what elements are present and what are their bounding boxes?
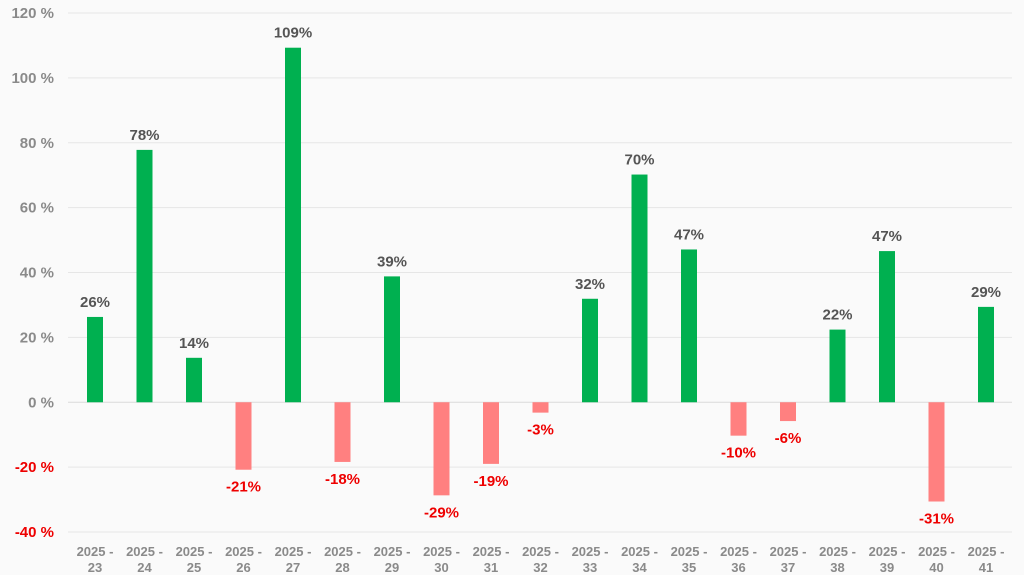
bar — [334, 402, 351, 462]
data-label: -21% — [226, 479, 261, 496]
y-tick-label: 20 % — [20, 329, 54, 346]
x-tick-label: 2025 - — [176, 544, 213, 559]
x-tick-label: 26 — [236, 560, 250, 575]
x-tick-label: 2025 - — [225, 544, 262, 559]
data-label: 22% — [822, 307, 852, 324]
bar — [186, 357, 202, 403]
data-label: -31% — [919, 511, 954, 528]
x-tick-label: 2025 - — [869, 544, 906, 559]
x-tick-label: 2025 - — [126, 544, 163, 559]
x-tick-label: 34 — [632, 560, 647, 575]
x-tick-label: 40 — [929, 560, 943, 575]
x-tick-label: 2025 - — [522, 544, 559, 559]
x-tick-label: 2025 - — [968, 544, 1005, 559]
x-tick-label: 37 — [781, 560, 795, 575]
x-tick-label: 35 — [682, 560, 696, 575]
y-tick-label: 120 % — [11, 5, 54, 22]
data-label: -19% — [473, 473, 508, 490]
bar — [136, 149, 153, 403]
x-tick-label: 2025 - — [671, 544, 708, 559]
x-tick-label: 2025 - — [473, 544, 510, 559]
bar — [384, 276, 400, 403]
x-tick-label: 2025 - — [77, 544, 114, 559]
bar — [978, 306, 994, 403]
y-tick-label: 60 % — [20, 200, 54, 217]
data-label: -29% — [424, 504, 459, 521]
x-tick-label: 33 — [583, 560, 597, 575]
y-tick-label: 100 % — [11, 70, 54, 87]
bar — [532, 402, 549, 413]
bar — [780, 402, 796, 422]
x-tick-label: 24 — [137, 560, 152, 575]
bars — [87, 47, 994, 502]
data-label: 14% — [179, 335, 209, 352]
y-tick-label: -40 % — [15, 524, 54, 541]
data-labels: 26% 78% 14% -21% 109% -18% 39% -29% -19% -3% 32% 70… — [80, 25, 1001, 528]
x-tick-label: 29 — [385, 560, 399, 575]
data-label: 109% — [274, 25, 312, 42]
bar — [285, 47, 301, 403]
data-label: 78% — [129, 127, 159, 144]
y-tick-label: -20 % — [15, 459, 54, 476]
data-label: -3% — [527, 422, 554, 439]
x-tick-label: 2025 - — [770, 544, 807, 559]
data-label: 26% — [80, 294, 110, 311]
x-tick-label: 32 — [533, 560, 547, 575]
x-tick-label: 2025 - — [720, 544, 757, 559]
x-tick-label: 2025 - — [918, 544, 955, 559]
x-tick-label: 39 — [880, 560, 894, 575]
x-tick-label: 31 — [484, 560, 498, 575]
bar — [483, 402, 499, 464]
bar — [879, 251, 895, 403]
x-tick-label: 25 — [187, 560, 201, 575]
y-tick-label: 80 % — [20, 135, 54, 152]
x-tick-label: 27 — [286, 560, 300, 575]
x-tick-label: 2025 - — [572, 544, 609, 559]
x-tick-label: 41 — [979, 560, 993, 575]
data-label: -18% — [325, 471, 360, 488]
y-tick-label: 0 % — [28, 394, 54, 411]
data-label: 70% — [624, 152, 654, 169]
x-tick-label: 2025 - — [374, 544, 411, 559]
x-tick-label: 28 — [335, 560, 349, 575]
bar — [433, 402, 450, 496]
x-tick-label: 2025 - — [275, 544, 312, 559]
data-label: 32% — [575, 276, 605, 293]
data-label: 47% — [872, 228, 902, 245]
x-tick-label: 2025 - — [324, 544, 361, 559]
data-label: 29% — [971, 284, 1001, 301]
bar — [87, 316, 103, 403]
x-tick-label: 30 — [434, 560, 448, 575]
bar — [928, 402, 945, 502]
data-label: 47% — [674, 226, 704, 243]
gridlines — [68, 12, 1012, 533]
bar — [235, 402, 252, 470]
data-label: -6% — [775, 430, 802, 447]
x-tick-label: 2025 - — [819, 544, 856, 559]
bar — [681, 249, 697, 403]
bar — [829, 329, 846, 403]
x-tick-label: 36 — [731, 560, 745, 575]
data-label: 39% — [377, 253, 407, 270]
y-tick-label: 40 % — [20, 265, 54, 282]
bar — [730, 402, 747, 436]
y-axis-ticks: 120 % 100 % 80 % 60 % 40 % 20 % 0 % -20 % -40 % — [11, 5, 54, 541]
x-tick-label: 2025 - — [621, 544, 658, 559]
x-tick-label: 38 — [830, 560, 844, 575]
bar — [631, 174, 648, 403]
x-tick-label: 2025 - — [423, 544, 460, 559]
x-tick-label: 23 — [88, 560, 102, 575]
data-label: -10% — [721, 445, 756, 462]
bar — [582, 298, 598, 403]
